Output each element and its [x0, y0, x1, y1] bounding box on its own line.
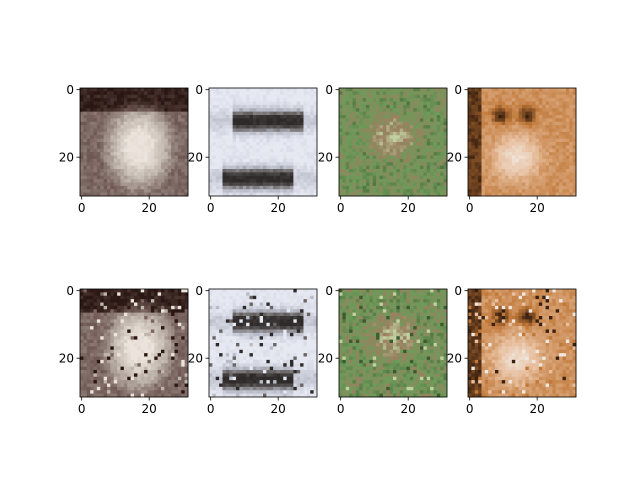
y-tick-label: 20 [447, 351, 462, 365]
axes-frame [208, 288, 318, 398]
image-panel: 0 20 0 20 [59, 284, 189, 416]
y-tick-label: 20 [59, 351, 74, 365]
panel-image [209, 88, 318, 197]
x-tick-label: 20 [271, 201, 286, 215]
y-tick-label: 20 [59, 150, 74, 164]
panel-image [339, 88, 448, 197]
image-panel: 0 20 0 20 [447, 284, 577, 416]
x-tick-label: 0 [78, 201, 86, 215]
axes-frame [79, 288, 189, 398]
y-tick-label: 20 [318, 351, 333, 365]
x-tick-label: 20 [401, 201, 416, 215]
image-panel: 0 20 0 20 [318, 83, 448, 215]
image-panel: 0 20 0 20 [318, 284, 448, 416]
y-tick-label: 0 [195, 83, 203, 97]
y-tick-label: 20 [447, 150, 462, 164]
y-tick-label: 20 [188, 150, 203, 164]
panel-image [80, 289, 189, 398]
axes-frame [467, 288, 577, 398]
y-tick-label: 0 [195, 284, 203, 298]
y-tick-label: 20 [188, 351, 203, 365]
x-tick-label: 0 [207, 201, 215, 215]
x-tick-label: 20 [530, 201, 545, 215]
y-tick-label: 0 [325, 284, 333, 298]
image-panel: 0 20 0 20 [188, 284, 318, 416]
x-tick-label: 0 [466, 201, 474, 215]
x-tick-label: 0 [207, 402, 215, 416]
panel-image [209, 289, 318, 398]
panel-image [468, 88, 577, 197]
x-tick-label: 20 [271, 402, 286, 416]
axes-frame [338, 288, 448, 398]
x-tick-label: 20 [401, 402, 416, 416]
y-tick-label: 0 [66, 83, 74, 97]
panel-image [339, 289, 448, 398]
x-tick-label: 20 [142, 402, 157, 416]
y-tick-label: 0 [454, 83, 462, 97]
x-tick-label: 0 [337, 201, 345, 215]
x-tick-label: 20 [142, 201, 157, 215]
x-tick-label: 0 [466, 402, 474, 416]
x-tick-label: 20 [530, 402, 545, 416]
axes-frame [208, 87, 318, 197]
y-tick-label: 0 [325, 83, 333, 97]
axes-frame [338, 87, 448, 197]
y-tick-label: 0 [66, 284, 74, 298]
axes-frame [467, 87, 577, 197]
panel-image [80, 88, 189, 197]
x-tick-label: 0 [337, 402, 345, 416]
image-panel: 0 20 0 20 [447, 83, 577, 215]
y-tick-label: 0 [454, 284, 462, 298]
axes-frame [79, 87, 189, 197]
x-tick-label: 0 [78, 402, 86, 416]
y-tick-label: 20 [318, 150, 333, 164]
image-panel: 0 20 0 20 [59, 83, 189, 215]
image-panel: 0 20 0 20 [188, 83, 318, 215]
panel-image [468, 289, 577, 398]
